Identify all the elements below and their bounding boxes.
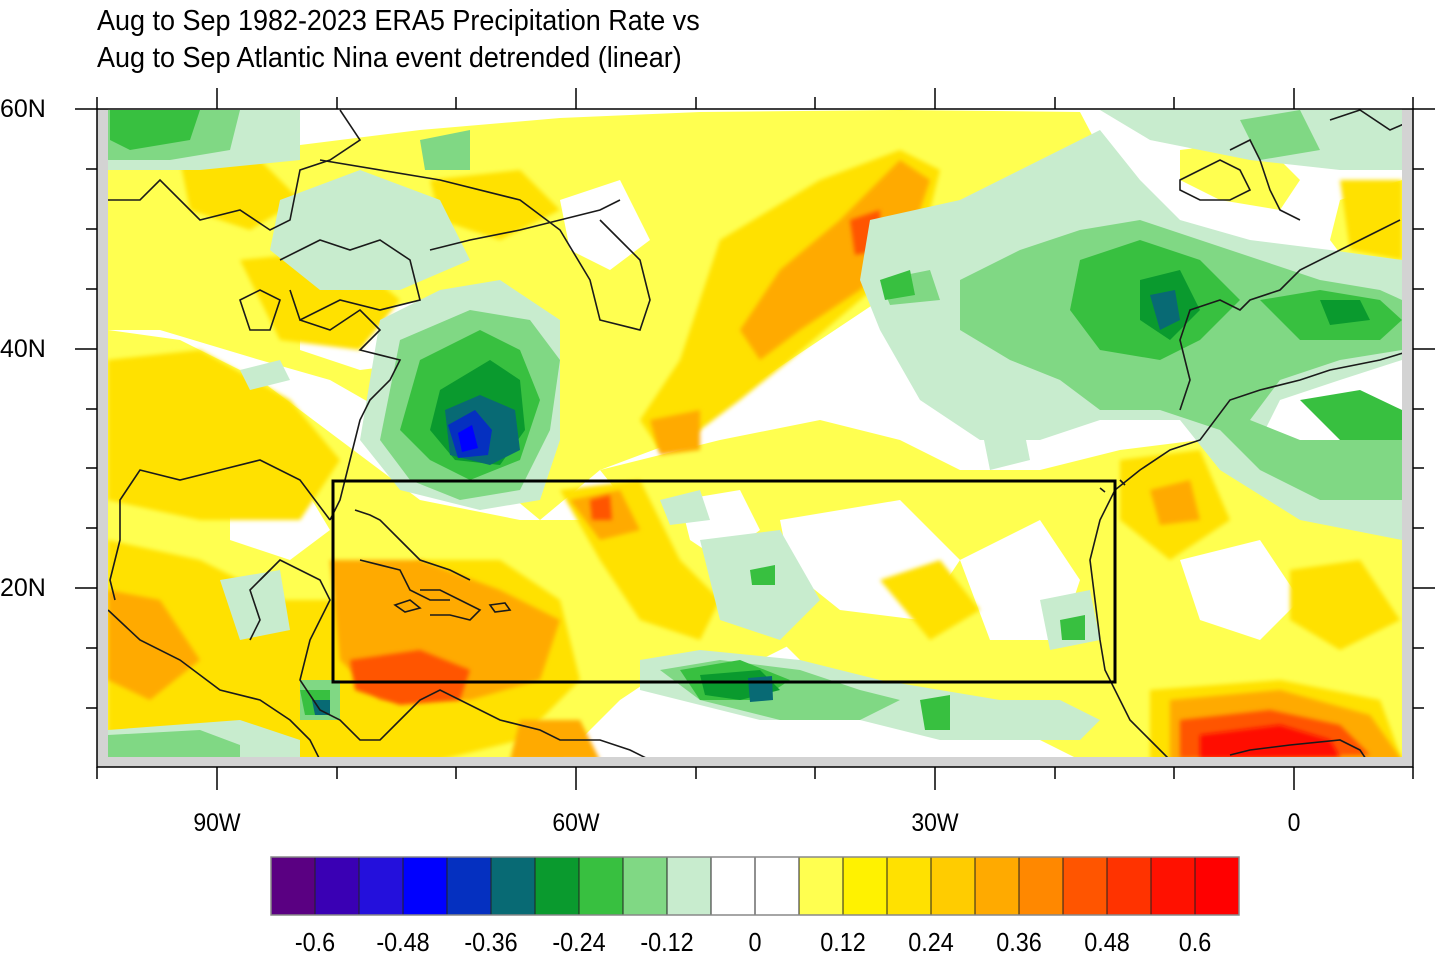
colorbar-swatch: [1194, 856, 1240, 916]
colorbar-tick-label: 0.12: [820, 927, 866, 957]
plot-frame: [96, 108, 1414, 768]
colorbar-swatch: [270, 856, 316, 916]
colorbar-tick-label: -0.6: [294, 927, 336, 957]
contour-field: [108, 109, 1402, 757]
colorbar-tick-label: 0.36: [996, 927, 1042, 957]
x-tick-label-30w: 30W: [911, 809, 959, 837]
colorbar-swatch: [1150, 856, 1196, 916]
colorbar-tick-label: -0.12: [640, 927, 694, 957]
colorbar-tick-label: 0.6: [1178, 927, 1212, 957]
colorbar-swatch: [1106, 856, 1152, 916]
x-ticks: [96, 88, 1414, 790]
colorbar-swatch: [974, 856, 1020, 916]
colorbar-swatch: [534, 856, 580, 916]
y-tick-label-20n: 20N: [0, 574, 46, 602]
colorbar-swatch: [446, 856, 492, 916]
colorbar-swatch: [402, 856, 448, 916]
x-tick-label-90w: 90W: [193, 809, 241, 837]
colorbar-swatch: [1018, 856, 1064, 916]
chart-subtitle: Aug to Sep Atlantic Nina event detrended…: [97, 42, 682, 74]
colorbar-swatch: [710, 856, 756, 916]
chart-title: Aug to Sep 1982-2023 ERA5 Precipitation …: [97, 5, 700, 37]
colorbar-tick-label: 0: [748, 927, 762, 957]
colorbar-swatch: [754, 856, 800, 916]
coastlines: [108, 109, 1402, 757]
colorbar-tick-label: -0.36: [464, 927, 518, 957]
x-tick-label-0: 0: [1287, 809, 1301, 837]
colorbar: [270, 856, 1240, 916]
x-tick-label-60w: 60W: [552, 809, 600, 837]
colorbar-swatch: [1062, 856, 1108, 916]
colorbar-swatch: [490, 856, 536, 916]
colorbar-swatch: [886, 856, 932, 916]
colorbar-swatch: [622, 856, 668, 916]
colorbar-swatch: [930, 856, 976, 916]
colorbar-swatch: [798, 856, 844, 916]
y-tick-label-40n: 40N: [0, 335, 46, 363]
colorbar-tick-label: 0.24: [908, 927, 954, 957]
colorbar-swatch: [358, 856, 404, 916]
colorbar-swatch: [578, 856, 624, 916]
colorbar-tick-label: -0.48: [376, 927, 430, 957]
colorbar-swatch: [666, 856, 712, 916]
nino-region-box: [331, 479, 1117, 684]
y-ticks: [75, 108, 1435, 709]
colorbar-swatch: [314, 856, 360, 916]
colorbar-tick-label: 0.48: [1084, 927, 1130, 957]
colorbar-swatch: [842, 856, 888, 916]
colorbar-tick-label: -0.24: [552, 927, 606, 957]
y-tick-label-60n: 60N: [0, 95, 46, 123]
